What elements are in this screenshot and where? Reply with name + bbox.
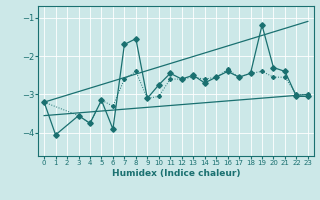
X-axis label: Humidex (Indice chaleur): Humidex (Indice chaleur) [112, 169, 240, 178]
